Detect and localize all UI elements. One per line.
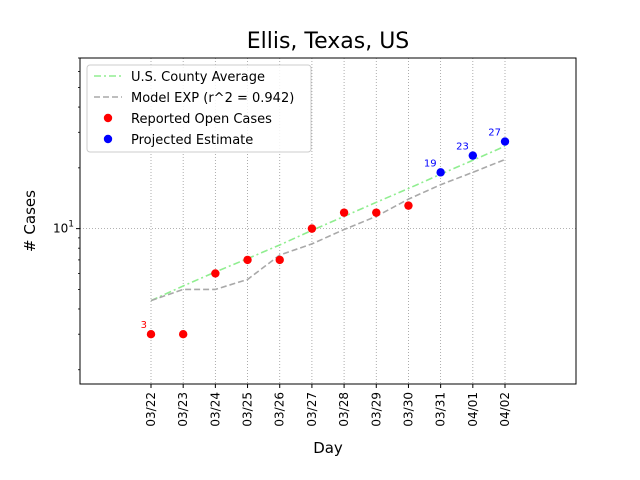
data-point: [211, 269, 220, 278]
axis-ticks: 03/22 03/23 03/24 03/25 03/26 03/27 03/28 03/29…: [53, 57, 512, 427]
x-tick-label: 03/27: [305, 392, 319, 427]
plot-area-frame: [79, 57, 577, 385]
x-tick-label: 03/24: [208, 392, 222, 427]
legend-marker-swatch: [103, 134, 113, 144]
data-point: [243, 255, 252, 265]
data-label: 27: [488, 128, 501, 139]
legend-marker-swatch: [103, 113, 113, 123]
x-axis-label: Day: [313, 439, 343, 457]
y-axis-label: # Cases: [21, 190, 39, 252]
data-point: [339, 208, 349, 217]
x-tick-label: 04/01: [466, 392, 480, 427]
legend-entry-label: Reported Open Cases: [131, 112, 272, 127]
legend-entry-label: Projected Estimate: [131, 133, 253, 148]
series-line: [150, 145, 506, 302]
data-point: [275, 255, 284, 265]
data-point: [404, 201, 413, 210]
data-point: [307, 224, 317, 233]
x-tick-label: 03/29: [369, 392, 383, 427]
legend-box: [86, 64, 312, 153]
series-line: [150, 158, 506, 302]
data-point: [146, 329, 156, 339]
data-point: [500, 137, 510, 146]
data-label: 23: [456, 142, 469, 153]
x-tick-label: 03/30: [401, 392, 415, 427]
x-tick-label: 03/31: [434, 392, 448, 427]
data-point: [372, 208, 381, 217]
data-label: 3: [141, 320, 147, 331]
x-tick-label: 04/02: [498, 392, 512, 427]
data-point: [178, 329, 188, 339]
x-tick-label: 03/28: [337, 392, 351, 427]
x-tick-label: 03/26: [273, 392, 287, 427]
x-tick-label: 03/25: [241, 392, 255, 427]
legend-entry-label: U.S. County Average: [131, 70, 265, 85]
data-point: [436, 168, 445, 177]
chart-title: Ellis, Texas, US: [247, 29, 410, 54]
chart-legend: U.S. County Average Model EXP (r^2 = 0.94…: [86, 64, 312, 153]
data-label: 19: [424, 158, 437, 169]
x-tick-label: 03/23: [176, 392, 190, 427]
data-labels: 3 19 23 27: [141, 128, 501, 332]
series-layer: [150, 145, 506, 302]
x-tick-label: 03/22: [144, 392, 158, 427]
data-point: [468, 151, 478, 160]
points-layer: [146, 137, 510, 339]
legend-entry-label: Model EXP (r^2 = 0.942): [131, 91, 294, 106]
